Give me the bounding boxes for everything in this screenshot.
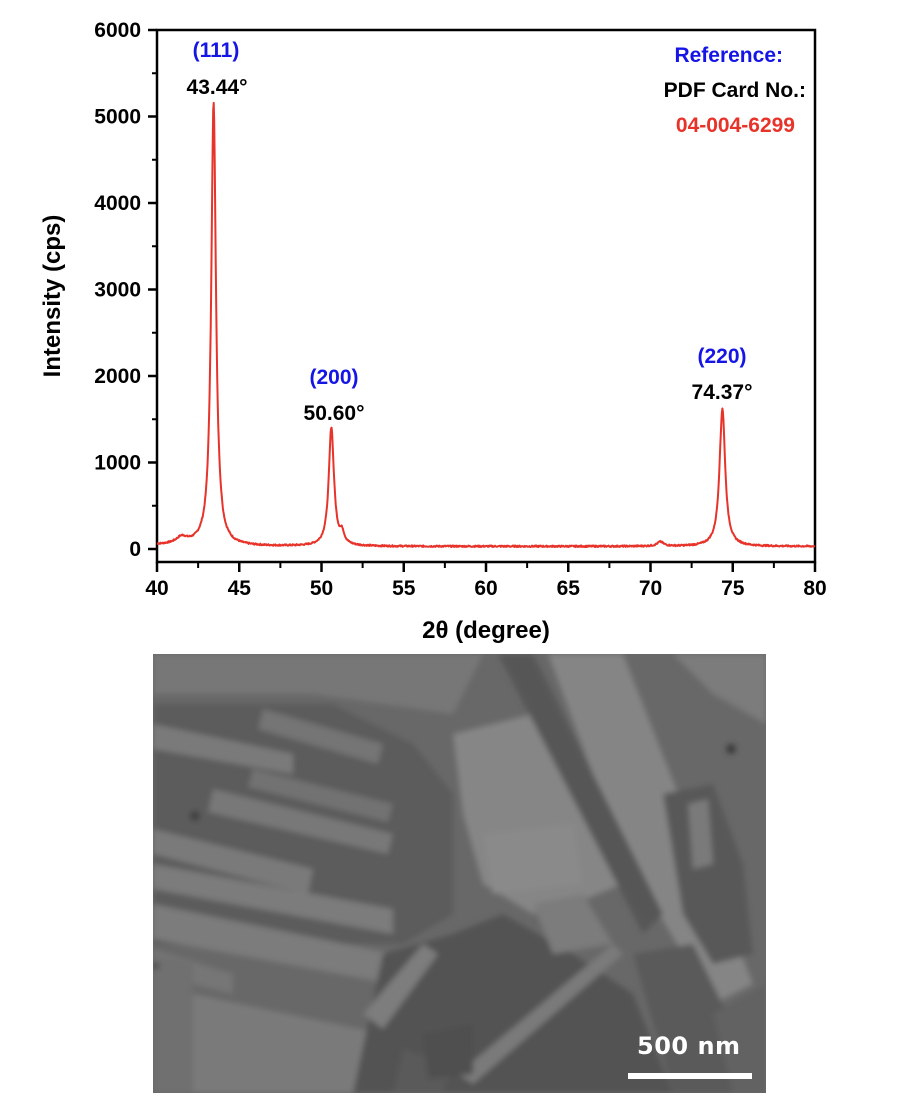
x-tick-label: 75 [721, 577, 745, 600]
x-axis-title: 2θ (degree) [422, 617, 550, 644]
x-tick-label: 70 [639, 577, 662, 600]
xrd-chart: 0 1000 2000 3000 4000 5000 6000 40 45 50 55 60 65 70… [39, 19, 827, 644]
x-tick-label: 60 [474, 577, 497, 600]
sem-texture [153, 654, 766, 1093]
reference-label: Reference: [674, 44, 783, 67]
pdf-card-number: 04-004-6299 [676, 114, 795, 137]
y-tick-label: 2000 [94, 365, 141, 388]
peak-111-angle-label: 43.44° [187, 76, 248, 99]
scale-bar [628, 1073, 752, 1079]
y-tick-label: 3000 [94, 279, 141, 302]
x-tick-label: 45 [228, 577, 252, 600]
peak-200-angle-label: 50.60° [304, 402, 365, 425]
x-axis: 40 45 50 55 60 65 70 75 80 [145, 562, 827, 600]
scale-bar-label: 500 nm [637, 1032, 741, 1060]
pdf-card-label: PDF Card No.: [664, 79, 806, 102]
peak-220-hkl-label: (220) [697, 345, 746, 368]
x-tick-label: 50 [310, 577, 333, 600]
x-tick-label: 55 [392, 577, 416, 600]
x-tick-label: 80 [803, 577, 826, 600]
plot-frame [155, 28, 817, 564]
peak-111-hkl-label: (111) [193, 39, 240, 62]
y-tick-label: 5000 [94, 106, 141, 129]
sem-micrograph: 500 nm [153, 654, 766, 1093]
y-tick-label: 4000 [94, 192, 141, 215]
x-tick-label: 40 [145, 577, 168, 600]
x-tick-label: 65 [557, 577, 581, 600]
peak-200-hkl-label: (200) [309, 366, 358, 389]
y-tick-label: 1000 [94, 452, 141, 475]
y-axis-title: Intensity (cps) [39, 215, 66, 378]
xrd-trace [156, 101, 816, 549]
peak-220-angle-label: 74.37° [692, 381, 753, 404]
y-tick-label: 0 [129, 538, 141, 561]
y-axis: 0 1000 2000 3000 4000 5000 6000 [94, 19, 157, 561]
y-tick-label: 6000 [94, 19, 141, 42]
